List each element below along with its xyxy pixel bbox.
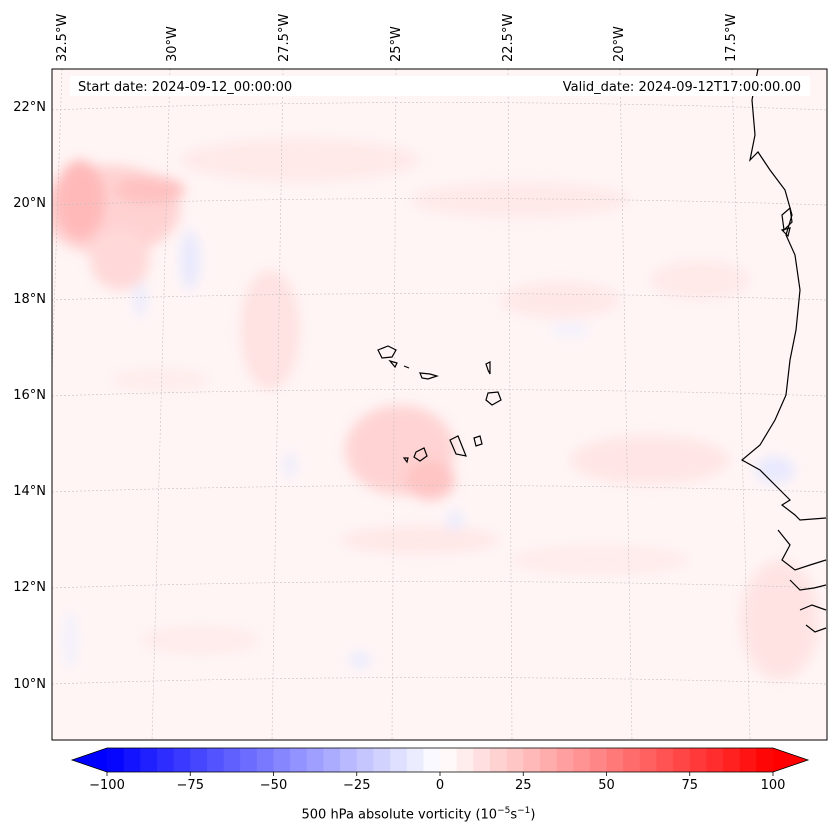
colorbar-segment <box>489 748 508 772</box>
date-banner <box>70 76 810 96</box>
variable-name: 500 hPa absolute vorticity <box>301 807 472 823</box>
colorbar-tick-label: −75 <box>177 778 204 793</box>
lon-label: 32.5°W <box>55 14 70 62</box>
lat-label: 20°N <box>13 196 46 211</box>
colorbar-segment <box>240 748 258 772</box>
colorbar-label: 500 hPa absolute vorticity (10−5s−1) <box>301 806 536 823</box>
colorbar-low-extend-arrow <box>72 748 107 772</box>
lat-label: 10°N <box>13 677 46 692</box>
colorbar-segment <box>423 748 441 772</box>
cabo-verde-islands <box>377 345 502 464</box>
colorbar-segment <box>706 748 724 772</box>
start-date: Start date: 2024-09-12_00:00:00 <box>78 80 292 95</box>
units-exp1: −5 <box>497 806 511 816</box>
colorbar-tick-label: −100 <box>89 778 125 793</box>
colorbar-tick-label: 100 <box>761 778 786 793</box>
colorbar-segment <box>306 748 324 772</box>
colorbar-segment <box>223 748 241 772</box>
colorbar-segment <box>506 748 524 772</box>
colorbar-segment <box>173 748 191 772</box>
valid-date: Valid_date: 2024-09-12T17:00:00.00 <box>563 80 801 95</box>
vorticity-field <box>52 69 827 740</box>
colorbar-segment <box>606 748 624 772</box>
colorbar-tick-label: 50 <box>598 778 615 793</box>
lat-axis-labels: 22°N 20°N 18°N 16°N 14°N 12°N 10°N <box>13 100 46 692</box>
lon-label: 20°W <box>612 26 627 62</box>
units-s: s <box>510 807 518 823</box>
colorbar-segment <box>556 748 574 772</box>
colorbar-ticks: −100 −75 −50 −25 0 25 50 75 100 <box>89 772 785 793</box>
colorbar-segment <box>356 748 374 772</box>
colorbar-segment <box>723 748 741 772</box>
colorbar-tick-label: 75 <box>681 778 698 793</box>
units-exp2: −1 <box>517 806 531 816</box>
colorbar: −100 −75 −50 −25 0 25 50 75 100 <box>70 747 810 793</box>
lon-label: 30°W <box>165 26 180 62</box>
colorbar-segment <box>290 748 308 772</box>
colorbar-segment <box>739 748 757 772</box>
colorbar-segment <box>573 748 591 772</box>
map-frame <box>51 68 828 741</box>
lon-label: 25°W <box>389 26 404 62</box>
colorbar-segment <box>440 748 458 772</box>
lat-label: 18°N <box>13 292 46 307</box>
colorbar-segments <box>107 748 774 772</box>
units-base: 10 <box>480 807 498 823</box>
colorbar-segment <box>623 748 641 772</box>
colorbar-segment <box>190 748 208 772</box>
lon-label: 22.5°W <box>501 14 516 62</box>
colorbar-segment <box>656 748 674 772</box>
colorbar-tick-label: 25 <box>515 778 532 793</box>
colorbar-segment <box>673 748 691 772</box>
colorbar-segment <box>539 748 558 772</box>
colorbar-segment <box>323 748 341 772</box>
colorbar-segment <box>123 748 141 772</box>
coastline <box>740 69 827 633</box>
lon-axis-labels: 32.5°W 30°W 27.5°W 25°W 22.5°W 20°W 17.5… <box>55 14 739 62</box>
lat-label: 22°N <box>13 100 46 115</box>
colorbar-tick-label: 0 <box>436 778 444 793</box>
colorbar-segment <box>373 748 391 772</box>
colorbar-tick-label: −25 <box>343 778 370 793</box>
colorbar-segment <box>340 748 358 772</box>
lat-label: 12°N <box>13 580 46 595</box>
lon-label: 17.5°W <box>724 14 739 62</box>
colorbar-segment <box>589 748 607 772</box>
colorbar-segment <box>140 748 158 772</box>
lat-label: 16°N <box>13 388 46 403</box>
colorbar-segment <box>107 748 125 772</box>
colorbar-segment <box>523 748 541 772</box>
colorbar-segment <box>273 748 291 772</box>
colorbar-segment <box>206 748 225 772</box>
colorbar-segment <box>406 748 424 772</box>
lon-label: 27.5°W <box>277 14 292 62</box>
colorbar-segment <box>390 748 408 772</box>
colorbar-segment <box>156 748 175 772</box>
lat-label: 14°N <box>13 484 46 499</box>
colorbar-segment <box>639 748 657 772</box>
colorbar-segment <box>756 748 774 772</box>
colorbar-high-extend-arrow <box>773 748 808 772</box>
colorbar-segment <box>689 748 707 772</box>
colorbar-tick-label: −50 <box>260 778 287 793</box>
graticule <box>52 69 827 740</box>
colorbar-segment <box>456 748 474 772</box>
colorbar-segment <box>473 748 491 772</box>
colorbar-segment <box>256 748 274 772</box>
